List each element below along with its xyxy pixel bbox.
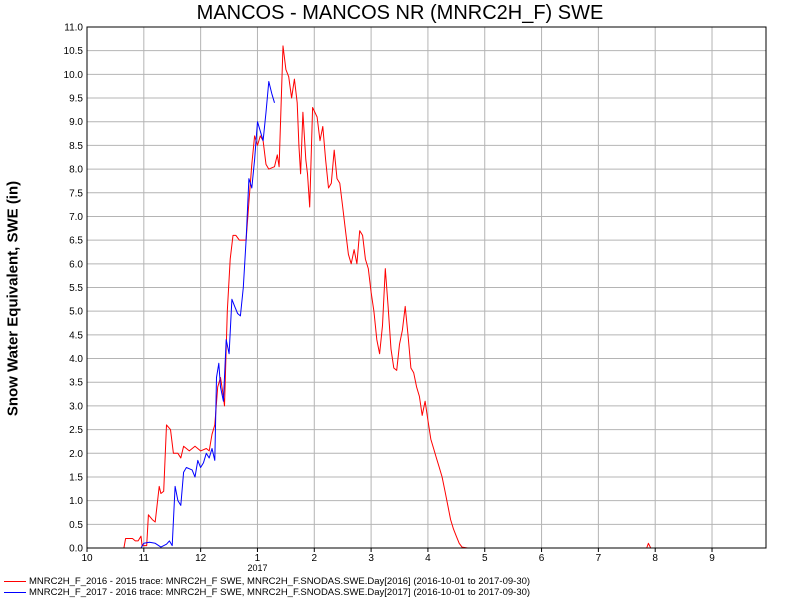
x-tick-label: 6 <box>539 553 545 564</box>
y-tick-label: 6.5 <box>69 236 83 247</box>
y-tick-label: 5.5 <box>69 283 83 294</box>
x-year-label: 2017 <box>247 563 267 573</box>
chart-title: MANCOS - MANCOS NR (MNRC2H_F) SWE <box>196 2 604 24</box>
y-tick-label: 1.0 <box>69 496 83 507</box>
y-tick-label: 1.5 <box>69 472 83 483</box>
y-tick-label: 7.0 <box>69 212 83 223</box>
x-tick-label: 9 <box>709 553 715 564</box>
x-tick-label: 4 <box>425 553 431 564</box>
y-axis: 0.0 0.5 1.0 1.5 2.0 2.5 3.0 3.5 4.0 4.5 5.0 5.5 6.0 6… <box>64 23 84 555</box>
y-tick-label: 4.0 <box>69 354 83 365</box>
legend-item-2016: MNRC2H_F_2016 - 2015 trace: MNRC2H_F SWE… <box>4 576 530 588</box>
y-tick-label: 4.5 <box>69 330 83 341</box>
legend-label-2017: MNRC2H_F_2017 - 2016 trace: MNRC2H_F SWE… <box>29 587 531 598</box>
y-tick-label: 9.0 <box>69 117 83 128</box>
x-tick-label: 11 <box>139 553 150 564</box>
y-tick-label: 9.5 <box>69 94 83 105</box>
x-tick-label: 8 <box>652 553 658 564</box>
series-layer <box>123 45 652 549</box>
y-tick-label: 2.5 <box>69 425 83 436</box>
x-tick-label: 1 <box>255 553 261 564</box>
series-line-1 <box>140 81 275 549</box>
x-tick-label: 2 <box>311 553 317 564</box>
series-line-0 <box>123 45 652 549</box>
y-tick-label: 2.0 <box>69 449 83 460</box>
y-tick-label: 0.0 <box>69 544 83 555</box>
legend-swatch-2017 <box>4 591 26 593</box>
y-tick-label: 8.5 <box>69 141 83 152</box>
x-tick-label: 7 <box>596 553 602 564</box>
y-tick-label: 11.0 <box>64 23 83 34</box>
y-tick-label: 8.0 <box>69 165 83 176</box>
y-tick-label: 3.0 <box>69 401 83 412</box>
x-tick-label: 3 <box>368 553 374 564</box>
x-tick-label: 10 <box>81 553 93 564</box>
plot-area-border <box>86 26 767 549</box>
y-tick-label: 3.5 <box>69 378 83 389</box>
y-tick-label: 10.5 <box>64 46 84 57</box>
legend-item-2017: MNRC2H_F_2017 - 2016 trace: MNRC2H_F SWE… <box>4 587 530 599</box>
y-tick-label: 10.0 <box>64 70 84 81</box>
y-tick-label: 6.0 <box>69 259 83 270</box>
legend-swatch-2016 <box>4 580 26 582</box>
x-tick-label: 12 <box>195 553 207 564</box>
x-tick-label: 5 <box>482 553 488 564</box>
y-tick-label: 0.5 <box>69 520 83 531</box>
y-tick-label: 7.5 <box>69 188 83 199</box>
y-tick-label: 5.0 <box>69 307 83 318</box>
legend-label-2016: MNRC2H_F_2016 - 2015 trace: MNRC2H_F SWE… <box>29 576 531 587</box>
grid <box>87 27 766 548</box>
